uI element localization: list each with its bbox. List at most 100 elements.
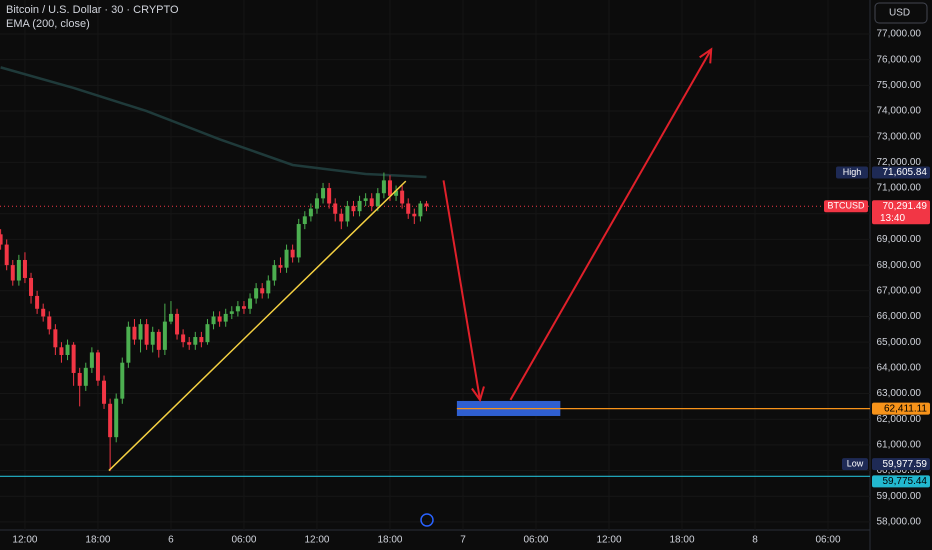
y-tick-label: 69,000.00 xyxy=(877,234,922,245)
x-tick-label: 12:00 xyxy=(304,535,329,546)
candle-body xyxy=(260,288,265,294)
y-tick-label: 61,000.00 xyxy=(877,440,922,451)
candle-body xyxy=(302,216,307,225)
candle-body xyxy=(381,180,386,194)
grid xyxy=(0,0,870,530)
x-tick-label: 8 xyxy=(752,535,758,546)
price-label-box xyxy=(872,200,930,225)
candle-body xyxy=(4,244,9,266)
candle-body xyxy=(168,313,173,322)
price-label-value: 62,411.11 xyxy=(884,403,927,414)
candle-body xyxy=(10,265,15,281)
candle-body xyxy=(400,190,405,204)
candle-body xyxy=(321,188,326,199)
candle-body xyxy=(35,295,40,309)
candle-body xyxy=(199,337,204,343)
y-tick-label: 64,000.00 xyxy=(877,362,922,373)
plot xyxy=(0,47,870,477)
price-countdown: 13:40 xyxy=(880,213,905,224)
candle-body xyxy=(41,308,46,317)
candle-body xyxy=(223,313,228,322)
candle-body xyxy=(296,224,301,258)
candle-body xyxy=(181,334,186,343)
x-tick-label: 18:00 xyxy=(85,535,110,546)
price-label-tag xyxy=(842,458,868,471)
candle-body xyxy=(418,203,423,217)
candle-body xyxy=(394,190,399,196)
replay-icon[interactable] xyxy=(420,513,434,527)
currency-label: USD xyxy=(889,8,910,19)
price-label-name: Low xyxy=(847,459,864,469)
currency-button[interactable] xyxy=(874,2,928,24)
candle-body xyxy=(120,362,125,399)
y-tick-label: 59,000.00 xyxy=(877,491,922,502)
price-label-value: 59,977.59 xyxy=(883,459,928,470)
y-tick-label: 76,000.00 xyxy=(877,54,922,65)
candle-body xyxy=(424,203,429,207)
candle-body xyxy=(132,326,137,340)
price-label-value: 59,775.44 xyxy=(883,476,928,487)
candle-body xyxy=(235,306,240,312)
candle-body xyxy=(29,277,34,296)
x-tick-label: 7 xyxy=(460,535,466,546)
arrow xyxy=(442,180,482,401)
candle-body xyxy=(333,203,338,214)
y-tick-label: 65,000.00 xyxy=(877,337,922,348)
x-tick-label: 18:00 xyxy=(377,535,402,546)
x-tick-label: 12:00 xyxy=(596,535,621,546)
candle-body xyxy=(241,306,246,309)
price-label-value: 71,605.84 xyxy=(883,167,928,178)
y-tick-label: 74,000.00 xyxy=(877,106,922,117)
candle-body xyxy=(314,198,319,209)
candle-body xyxy=(272,265,277,281)
candle-body xyxy=(65,344,70,355)
x-tick-label: 06:00 xyxy=(816,535,841,546)
candle-body xyxy=(375,193,380,207)
candle-body xyxy=(138,324,143,340)
candle-body xyxy=(363,198,368,201)
candle-body xyxy=(114,398,119,438)
price-label-tag xyxy=(836,166,868,179)
candle-body xyxy=(412,213,417,217)
y-tick-label: 60,000.00 xyxy=(877,465,922,476)
y-tick-label: 62,000.00 xyxy=(877,414,922,425)
candle-body xyxy=(387,180,392,196)
price-label-name: BTCUSD xyxy=(827,201,865,211)
candle-body xyxy=(95,352,100,381)
candle-body xyxy=(254,288,259,299)
x-tick-label: 18:00 xyxy=(669,535,694,546)
arrow-head xyxy=(471,386,485,403)
y-tick-label: 68,000.00 xyxy=(877,260,922,271)
candle-body xyxy=(193,337,198,345)
y-tick-label: 58,000.00 xyxy=(877,517,922,528)
candle-body xyxy=(327,188,332,204)
y-tick-label: 75,000.00 xyxy=(877,80,922,91)
candle-body xyxy=(0,234,3,245)
candle-body xyxy=(71,344,76,373)
arrow xyxy=(509,48,713,401)
candle-body xyxy=(290,249,295,258)
trendline xyxy=(108,180,407,472)
candle-body xyxy=(102,380,107,404)
x-tick-label: 06:00 xyxy=(231,535,256,546)
candle-body xyxy=(126,326,131,363)
candle-body xyxy=(351,206,356,212)
candle-body xyxy=(308,208,313,217)
y-tick-label: 77,000.00 xyxy=(877,29,922,40)
chart-title: Bitcoin / U.S. Dollar · 30 · CRYPTO xyxy=(6,4,179,16)
y-tick-label: 72,000.00 xyxy=(877,157,922,168)
price-label-box xyxy=(872,475,930,488)
candle-body xyxy=(284,249,289,268)
candle-body xyxy=(108,403,113,438)
price-label-box xyxy=(872,458,930,471)
candle-body xyxy=(266,280,271,294)
indicator-label: EMA (200, close) xyxy=(6,18,90,30)
x-tick-label: 12:00 xyxy=(12,535,37,546)
candle-body xyxy=(229,311,234,314)
candle-body xyxy=(77,372,82,386)
candle-body xyxy=(89,352,94,368)
price-label-box xyxy=(872,166,930,179)
candle-body xyxy=(156,331,161,350)
